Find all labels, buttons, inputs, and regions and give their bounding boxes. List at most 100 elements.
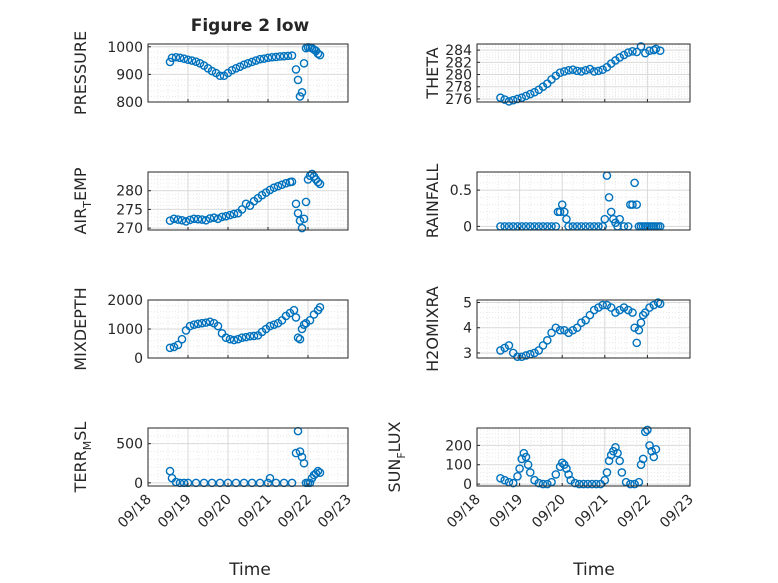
data-point bbox=[538, 341, 548, 350]
data-point bbox=[269, 183, 279, 193]
data-point bbox=[221, 333, 231, 343]
data-point bbox=[513, 352, 522, 362]
data-point bbox=[560, 67, 569, 76]
data-point bbox=[175, 53, 185, 63]
data-point bbox=[165, 216, 175, 225]
data-point bbox=[628, 308, 637, 317]
y-tick-label: 0 bbox=[134, 351, 143, 367]
data-point bbox=[640, 48, 650, 58]
data-point bbox=[651, 44, 661, 54]
y-tick-label: 0 bbox=[463, 477, 472, 493]
data-point bbox=[530, 348, 539, 358]
data-point bbox=[271, 52, 281, 62]
data-point bbox=[293, 333, 303, 343]
y-tick-label: 2000 bbox=[107, 293, 143, 309]
data-point bbox=[574, 479, 584, 489]
data-point bbox=[626, 479, 635, 489]
data-point bbox=[287, 51, 297, 60]
data-point bbox=[534, 478, 544, 488]
data-point bbox=[564, 328, 573, 338]
data-point bbox=[555, 68, 565, 77]
y-tick-label: 1000 bbox=[107, 322, 143, 338]
data-point bbox=[496, 473, 505, 483]
data-point bbox=[291, 199, 301, 209]
data-point bbox=[551, 470, 561, 479]
ylabel-theta: THETA bbox=[423, 47, 442, 99]
data-point bbox=[245, 331, 255, 341]
data-point bbox=[189, 320, 199, 329]
data-point bbox=[504, 97, 514, 106]
ylabel-pressure: PRESSURE bbox=[71, 31, 90, 115]
data-point bbox=[557, 458, 567, 468]
data-point bbox=[617, 468, 627, 477]
data-point bbox=[564, 470, 573, 479]
subplot-mixdepth: MIXDEPTH 0 1000 2000 bbox=[71, 287, 349, 371]
y-tick-label: 0 bbox=[134, 476, 143, 492]
data-point bbox=[504, 341, 514, 350]
data-point bbox=[227, 65, 237, 75]
data-point bbox=[263, 53, 273, 63]
data-point bbox=[189, 214, 199, 224]
data-point bbox=[179, 54, 189, 63]
data-point bbox=[623, 48, 633, 57]
y-tick-label: 5 bbox=[463, 296, 472, 312]
data-point bbox=[225, 334, 235, 344]
data-point bbox=[315, 179, 325, 189]
data-point bbox=[295, 447, 305, 456]
ylabel-rainfall: RAINFALL bbox=[423, 164, 442, 239]
axes-box bbox=[476, 43, 691, 103]
y-tick-label: 900 bbox=[116, 67, 143, 83]
data-point bbox=[241, 332, 251, 342]
data-point bbox=[297, 223, 307, 233]
data-point bbox=[315, 302, 325, 312]
data-point bbox=[587, 479, 597, 489]
data-point bbox=[315, 50, 325, 60]
data-point bbox=[602, 300, 612, 310]
data-point bbox=[525, 468, 535, 477]
y-tick-label: 500 bbox=[116, 437, 143, 453]
data-point bbox=[229, 335, 239, 345]
data-point bbox=[313, 49, 323, 58]
data-point bbox=[297, 88, 307, 97]
data-point bbox=[293, 208, 303, 218]
data-point bbox=[247, 57, 257, 67]
xlabel-left: Time bbox=[228, 560, 271, 580]
axes-box bbox=[476, 427, 691, 487]
data-point bbox=[517, 93, 527, 103]
data-point bbox=[187, 56, 197, 65]
data-point bbox=[185, 215, 195, 225]
data-point bbox=[638, 310, 648, 320]
y-tick-label: 3 bbox=[463, 346, 472, 362]
axes-box bbox=[147, 43, 349, 103]
data-point bbox=[213, 214, 223, 224]
data-point bbox=[525, 89, 535, 99]
data-point bbox=[181, 217, 191, 226]
data-point bbox=[293, 75, 303, 85]
data-point bbox=[287, 177, 297, 187]
data-point bbox=[233, 334, 243, 344]
data-point bbox=[185, 321, 195, 331]
y-tick-label: 100 bbox=[445, 458, 472, 474]
subplot-rainfall: RAINFALL 0 0.5 bbox=[423, 164, 691, 239]
y-tick-label: 200 bbox=[445, 438, 472, 454]
data-point bbox=[177, 334, 187, 344]
data-point bbox=[636, 318, 646, 327]
data-point bbox=[583, 479, 593, 489]
data-point bbox=[291, 313, 301, 322]
data-point bbox=[167, 53, 177, 63]
y-tick-label: 284 bbox=[445, 43, 472, 59]
data-point bbox=[640, 308, 650, 317]
data-point bbox=[568, 325, 578, 335]
data-point bbox=[255, 54, 265, 64]
data-point bbox=[313, 177, 323, 187]
axes-box bbox=[476, 299, 691, 359]
data-point bbox=[579, 479, 588, 489]
data-point bbox=[508, 478, 518, 488]
data-point bbox=[628, 200, 637, 209]
data-point bbox=[313, 466, 323, 476]
data-point bbox=[231, 64, 241, 73]
data-point bbox=[521, 351, 531, 360]
data-point bbox=[169, 214, 179, 224]
